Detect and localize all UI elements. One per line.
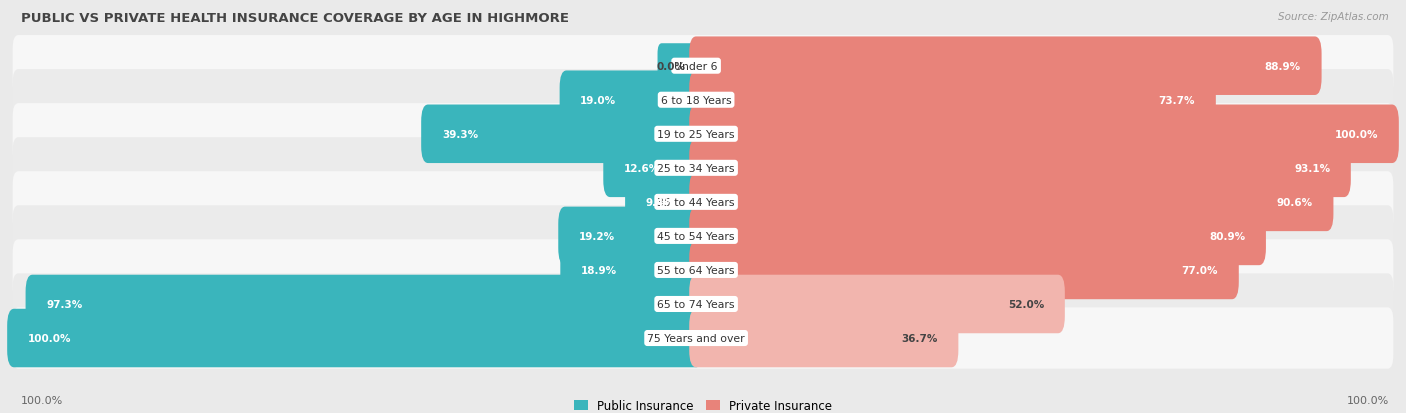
FancyBboxPatch shape bbox=[13, 240, 1393, 301]
FancyBboxPatch shape bbox=[689, 309, 959, 368]
Text: 90.6%: 90.6% bbox=[1277, 197, 1313, 207]
FancyBboxPatch shape bbox=[626, 173, 703, 232]
FancyBboxPatch shape bbox=[13, 172, 1393, 233]
FancyBboxPatch shape bbox=[422, 105, 703, 164]
Text: 100.0%: 100.0% bbox=[1334, 129, 1378, 140]
Text: 18.9%: 18.9% bbox=[581, 265, 617, 275]
FancyBboxPatch shape bbox=[13, 274, 1393, 335]
FancyBboxPatch shape bbox=[561, 241, 703, 299]
Text: 0.0%: 0.0% bbox=[657, 62, 685, 71]
Text: 88.9%: 88.9% bbox=[1265, 62, 1301, 71]
FancyBboxPatch shape bbox=[689, 37, 1322, 96]
FancyBboxPatch shape bbox=[13, 36, 1393, 97]
FancyBboxPatch shape bbox=[13, 206, 1393, 267]
Text: 19.0%: 19.0% bbox=[581, 95, 616, 105]
FancyBboxPatch shape bbox=[7, 309, 703, 368]
Text: 45 to 54 Years: 45 to 54 Years bbox=[658, 231, 735, 241]
FancyBboxPatch shape bbox=[560, 71, 703, 130]
Text: 100.0%: 100.0% bbox=[1347, 395, 1389, 405]
Text: 97.3%: 97.3% bbox=[46, 299, 83, 309]
FancyBboxPatch shape bbox=[689, 275, 1064, 333]
Text: 73.7%: 73.7% bbox=[1159, 95, 1195, 105]
Text: 35 to 44 Years: 35 to 44 Years bbox=[658, 197, 735, 207]
Text: Source: ZipAtlas.com: Source: ZipAtlas.com bbox=[1278, 12, 1389, 22]
Text: 65 to 74 Years: 65 to 74 Years bbox=[658, 299, 735, 309]
FancyBboxPatch shape bbox=[689, 241, 1239, 299]
FancyBboxPatch shape bbox=[13, 70, 1393, 131]
FancyBboxPatch shape bbox=[689, 207, 1265, 266]
Text: 52.0%: 52.0% bbox=[1008, 299, 1045, 309]
Text: 19 to 25 Years: 19 to 25 Years bbox=[658, 129, 735, 140]
Text: 6 to 18 Years: 6 to 18 Years bbox=[661, 95, 731, 105]
Text: 55 to 64 Years: 55 to 64 Years bbox=[658, 265, 735, 275]
Text: 36.7%: 36.7% bbox=[901, 333, 938, 343]
Text: 100.0%: 100.0% bbox=[28, 333, 72, 343]
Text: 93.1%: 93.1% bbox=[1294, 164, 1330, 173]
FancyBboxPatch shape bbox=[13, 104, 1393, 165]
Text: 75 Years and over: 75 Years and over bbox=[647, 333, 745, 343]
FancyBboxPatch shape bbox=[13, 308, 1393, 369]
FancyBboxPatch shape bbox=[689, 105, 1399, 164]
FancyBboxPatch shape bbox=[689, 173, 1333, 232]
FancyBboxPatch shape bbox=[603, 139, 703, 197]
Text: 100.0%: 100.0% bbox=[21, 395, 63, 405]
Text: 9.4%: 9.4% bbox=[645, 197, 675, 207]
Text: 80.9%: 80.9% bbox=[1209, 231, 1246, 241]
FancyBboxPatch shape bbox=[25, 275, 703, 333]
FancyBboxPatch shape bbox=[558, 207, 703, 266]
Text: 39.3%: 39.3% bbox=[441, 129, 478, 140]
Text: 19.2%: 19.2% bbox=[579, 231, 614, 241]
Text: 12.6%: 12.6% bbox=[624, 164, 661, 173]
Text: 25 to 34 Years: 25 to 34 Years bbox=[658, 164, 735, 173]
Legend: Public Insurance, Private Insurance: Public Insurance, Private Insurance bbox=[569, 394, 837, 413]
Text: PUBLIC VS PRIVATE HEALTH INSURANCE COVERAGE BY AGE IN HIGHMORE: PUBLIC VS PRIVATE HEALTH INSURANCE COVER… bbox=[21, 12, 569, 25]
FancyBboxPatch shape bbox=[13, 138, 1393, 199]
FancyBboxPatch shape bbox=[689, 139, 1351, 197]
FancyBboxPatch shape bbox=[658, 44, 700, 89]
Text: 77.0%: 77.0% bbox=[1181, 265, 1218, 275]
FancyBboxPatch shape bbox=[689, 71, 1216, 130]
Text: Under 6: Under 6 bbox=[675, 62, 718, 71]
